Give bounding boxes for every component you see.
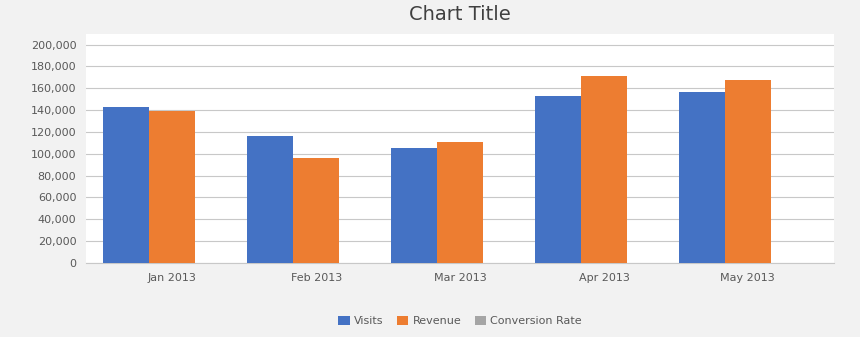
Legend: Visits, Revenue, Conversion Rate: Visits, Revenue, Conversion Rate — [334, 312, 587, 331]
Bar — [150, 111, 195, 263]
Bar — [391, 148, 437, 263]
Bar — [103, 107, 150, 263]
Title: Chart Title: Chart Title — [409, 5, 511, 24]
Bar — [679, 92, 725, 263]
Bar — [437, 142, 483, 263]
Bar — [725, 80, 771, 263]
Bar — [535, 96, 581, 263]
Bar — [293, 158, 339, 263]
Bar — [247, 136, 293, 263]
Bar — [581, 76, 627, 263]
